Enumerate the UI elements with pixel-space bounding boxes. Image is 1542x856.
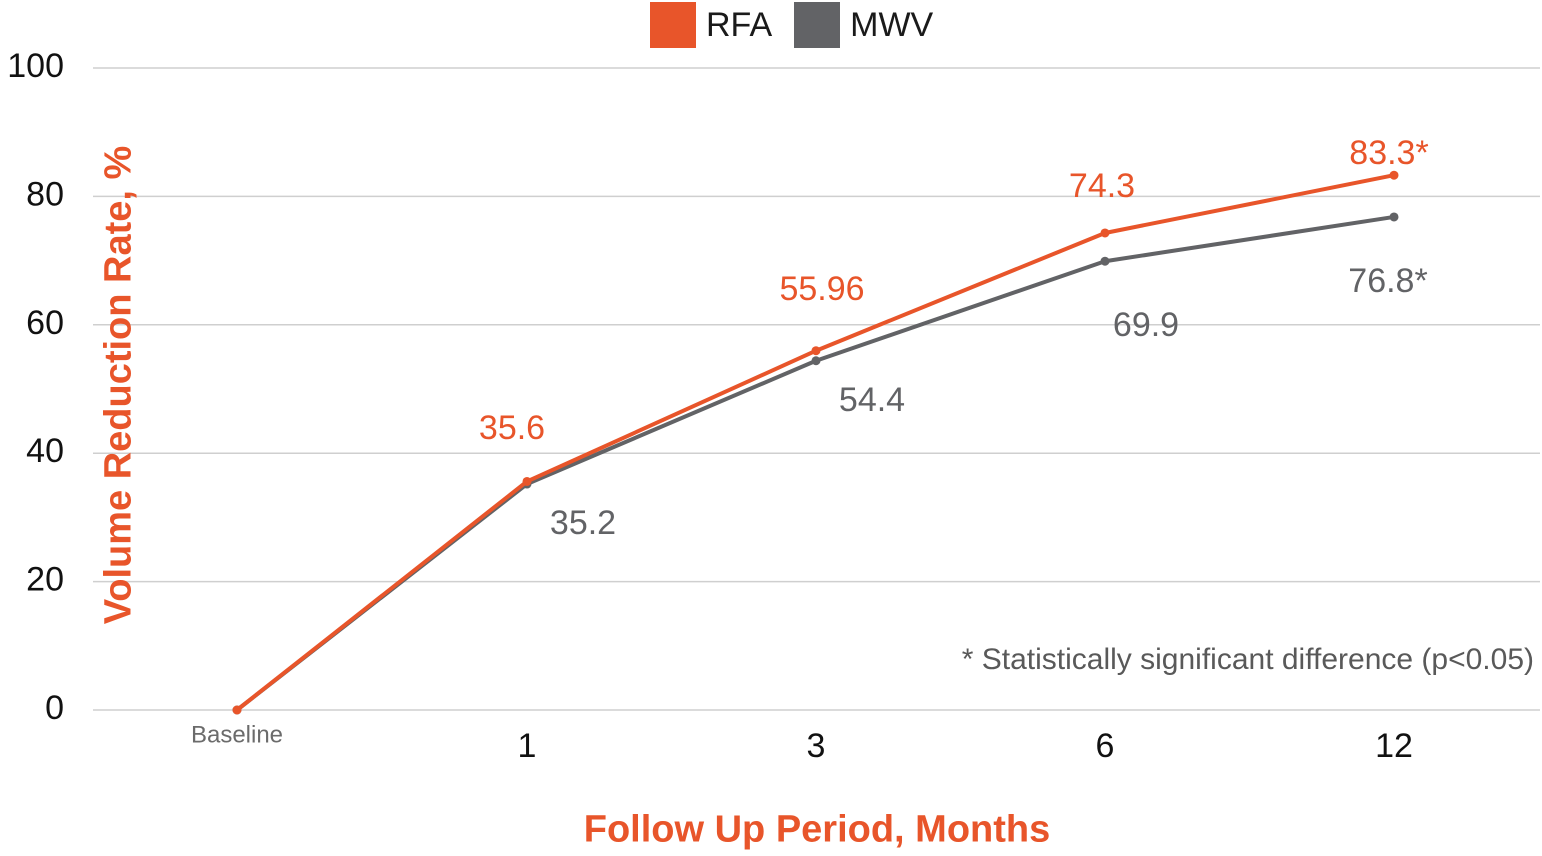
data-label-rfa-6: 74.3 — [1069, 167, 1135, 205]
x-tick-label-baseline: Baseline — [191, 721, 283, 748]
y-tick-label-0: 0 — [45, 689, 64, 727]
significance-footnote: * Statistically significant difference (… — [961, 643, 1534, 676]
data-point-rfa-12 — [1389, 170, 1399, 180]
data-label-rfa-1: 35.6 — [479, 409, 545, 447]
legend-label-mwv: MWV — [850, 5, 934, 44]
y-tick-label-60: 60 — [26, 304, 64, 342]
x-tick-label-3: 3 — [807, 727, 826, 765]
legend-swatch-rfa — [650, 2, 696, 48]
data-label-rfa-12: 83.3* — [1349, 134, 1428, 172]
y-tick-label-20: 20 — [26, 561, 64, 599]
x-tick-label-6: 6 — [1096, 727, 1115, 765]
legend: RFA MWV — [650, 0, 955, 50]
data-label-rfa-3: 55.96 — [779, 270, 864, 308]
data-point-mwv-12 — [1389, 212, 1399, 222]
legend-item-rfa: RFA — [650, 2, 772, 48]
x-axis-label: Follow Up Period, Months — [583, 808, 1051, 851]
legend-swatch-mwv — [794, 2, 841, 48]
y-tick-label-80: 80 — [26, 175, 64, 213]
data-point-mwv-6 — [1100, 256, 1110, 266]
legend-item-mwv: MWV — [794, 2, 933, 48]
data-point-rfa-baseline — [232, 705, 242, 715]
data-point-rfa-1 — [522, 476, 532, 486]
data-label-mwv-1: 35.2 — [550, 504, 616, 542]
y-axis-label: Volume Reduction Rate, % — [97, 145, 140, 625]
x-tick-label-1: 1 — [518, 727, 537, 765]
legend-label-rfa: RFA — [706, 5, 773, 44]
data-label-mwv-6: 69.9 — [1113, 306, 1179, 344]
data-label-mwv-12: 76.8* — [1348, 262, 1427, 300]
series-line-rfa — [235, 173, 1395, 712]
data-point-rfa-6 — [1100, 228, 1110, 238]
data-point-mwv-3 — [811, 356, 821, 366]
y-tick-label-40: 40 — [26, 432, 64, 470]
x-tick-label-12: 12 — [1375, 727, 1413, 765]
y-tick-label-100: 100 — [7, 47, 64, 85]
data-point-rfa-3 — [811, 346, 821, 356]
data-label-mwv-3: 54.4 — [839, 381, 905, 419]
